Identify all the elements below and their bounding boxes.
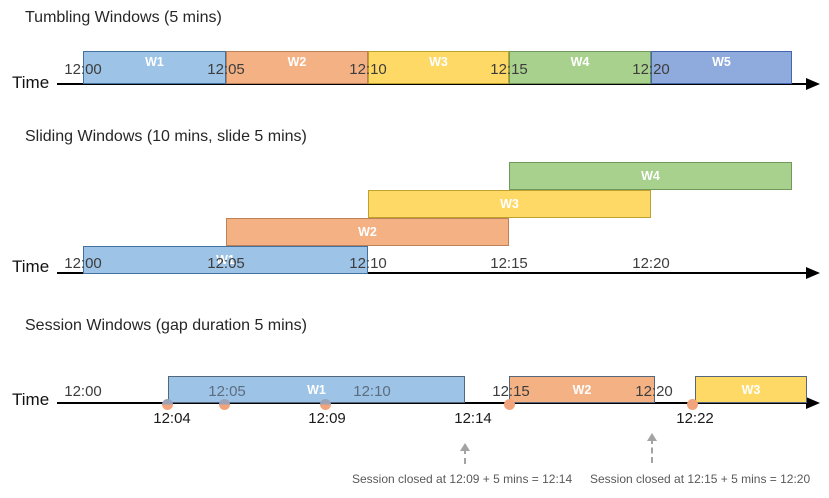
session-close-annotation: Session closed at 12:09 + 5 mins = 12:14 xyxy=(352,472,573,486)
annotation-arrow-icon xyxy=(647,433,657,463)
tick-label: 12:05 xyxy=(207,255,245,272)
axis-arrowhead-icon xyxy=(806,267,820,279)
tick-label: 12:00 xyxy=(64,383,102,400)
window-label: W2 xyxy=(572,382,592,397)
tumbling-window-w4: W4 xyxy=(509,51,651,84)
window-label: W4 xyxy=(641,169,660,183)
time-axis-line xyxy=(57,272,808,274)
session-window-w3: W3 xyxy=(695,376,807,403)
window-label: W3 xyxy=(429,55,448,69)
sliding-window-w1: W1 xyxy=(83,246,368,274)
section-title-session: Session Windows (gap duration 5 mins) xyxy=(25,317,307,334)
tick-label: 12:05 xyxy=(207,61,245,78)
event-dot xyxy=(162,399,173,410)
annotation-arrow-icon xyxy=(460,443,470,464)
window-label: W3 xyxy=(741,382,761,397)
tumbling-window-w1: W1 xyxy=(83,51,226,84)
sliding-window-w4: W4 xyxy=(509,162,792,190)
window-label: W1 xyxy=(145,55,164,69)
tumbling-window-w3: W3 xyxy=(368,51,509,84)
sliding-window-w2: W2 xyxy=(226,218,509,246)
tick-label: 12:00 xyxy=(64,255,102,272)
tick-label: 12:20 xyxy=(635,383,673,400)
time-axis-line xyxy=(57,402,808,404)
event-time-label: 12:04 xyxy=(153,410,191,427)
tick-label: 12:15 xyxy=(492,383,530,400)
event-time-label: 12:14 xyxy=(454,410,492,427)
tick-label: 12:05 xyxy=(208,383,246,400)
tumbling-window-w5: W5 xyxy=(651,51,792,84)
section-title-sliding: Sliding Windows (10 mins, slide 5 mins) xyxy=(25,128,307,145)
tick-label: 12:10 xyxy=(353,383,391,400)
window-label: W1 xyxy=(216,253,235,267)
event-dot xyxy=(219,399,230,410)
window-label: W2 xyxy=(287,55,307,69)
time-axis-line xyxy=(57,83,808,85)
window-label: W2 xyxy=(358,225,377,239)
window-label: W3 xyxy=(500,197,519,211)
axis-arrowhead-icon xyxy=(806,78,820,90)
window-label: W1 xyxy=(307,382,326,397)
session-window-w2: W2 xyxy=(509,376,655,403)
tick-label: 12:20 xyxy=(632,255,670,272)
tick-label: 12:10 xyxy=(349,61,387,78)
event-dot xyxy=(320,399,331,410)
tick-label: 12:15 xyxy=(490,255,528,272)
window-label: W5 xyxy=(712,55,731,69)
session-window-w1: W1 xyxy=(168,376,465,403)
sliding-window-w3: W3 xyxy=(368,190,651,218)
session-close-annotation: Session closed at 12:15 + 5 mins = 12:20 xyxy=(590,472,811,486)
event-dot xyxy=(504,399,515,410)
event-time-label: 12:09 xyxy=(308,410,346,427)
tick-label: 12:15 xyxy=(490,61,528,78)
time-axis-label: Time xyxy=(12,257,50,276)
tick-label: 12:20 xyxy=(632,61,670,78)
time-axis-label: Time xyxy=(12,73,50,92)
event-dot xyxy=(687,399,698,410)
tick-label: 12:10 xyxy=(349,255,387,272)
event-time-label: 12:22 xyxy=(676,410,714,427)
axis-arrowhead-icon xyxy=(806,397,820,409)
section-title-tumbling: Tumbling Windows (5 mins) xyxy=(25,9,222,26)
tick-label: 12:00 xyxy=(64,61,102,78)
window-label: W4 xyxy=(570,55,590,69)
time-axis-label: Time xyxy=(12,390,50,409)
tumbling-window-w2: W2 xyxy=(226,51,368,84)
